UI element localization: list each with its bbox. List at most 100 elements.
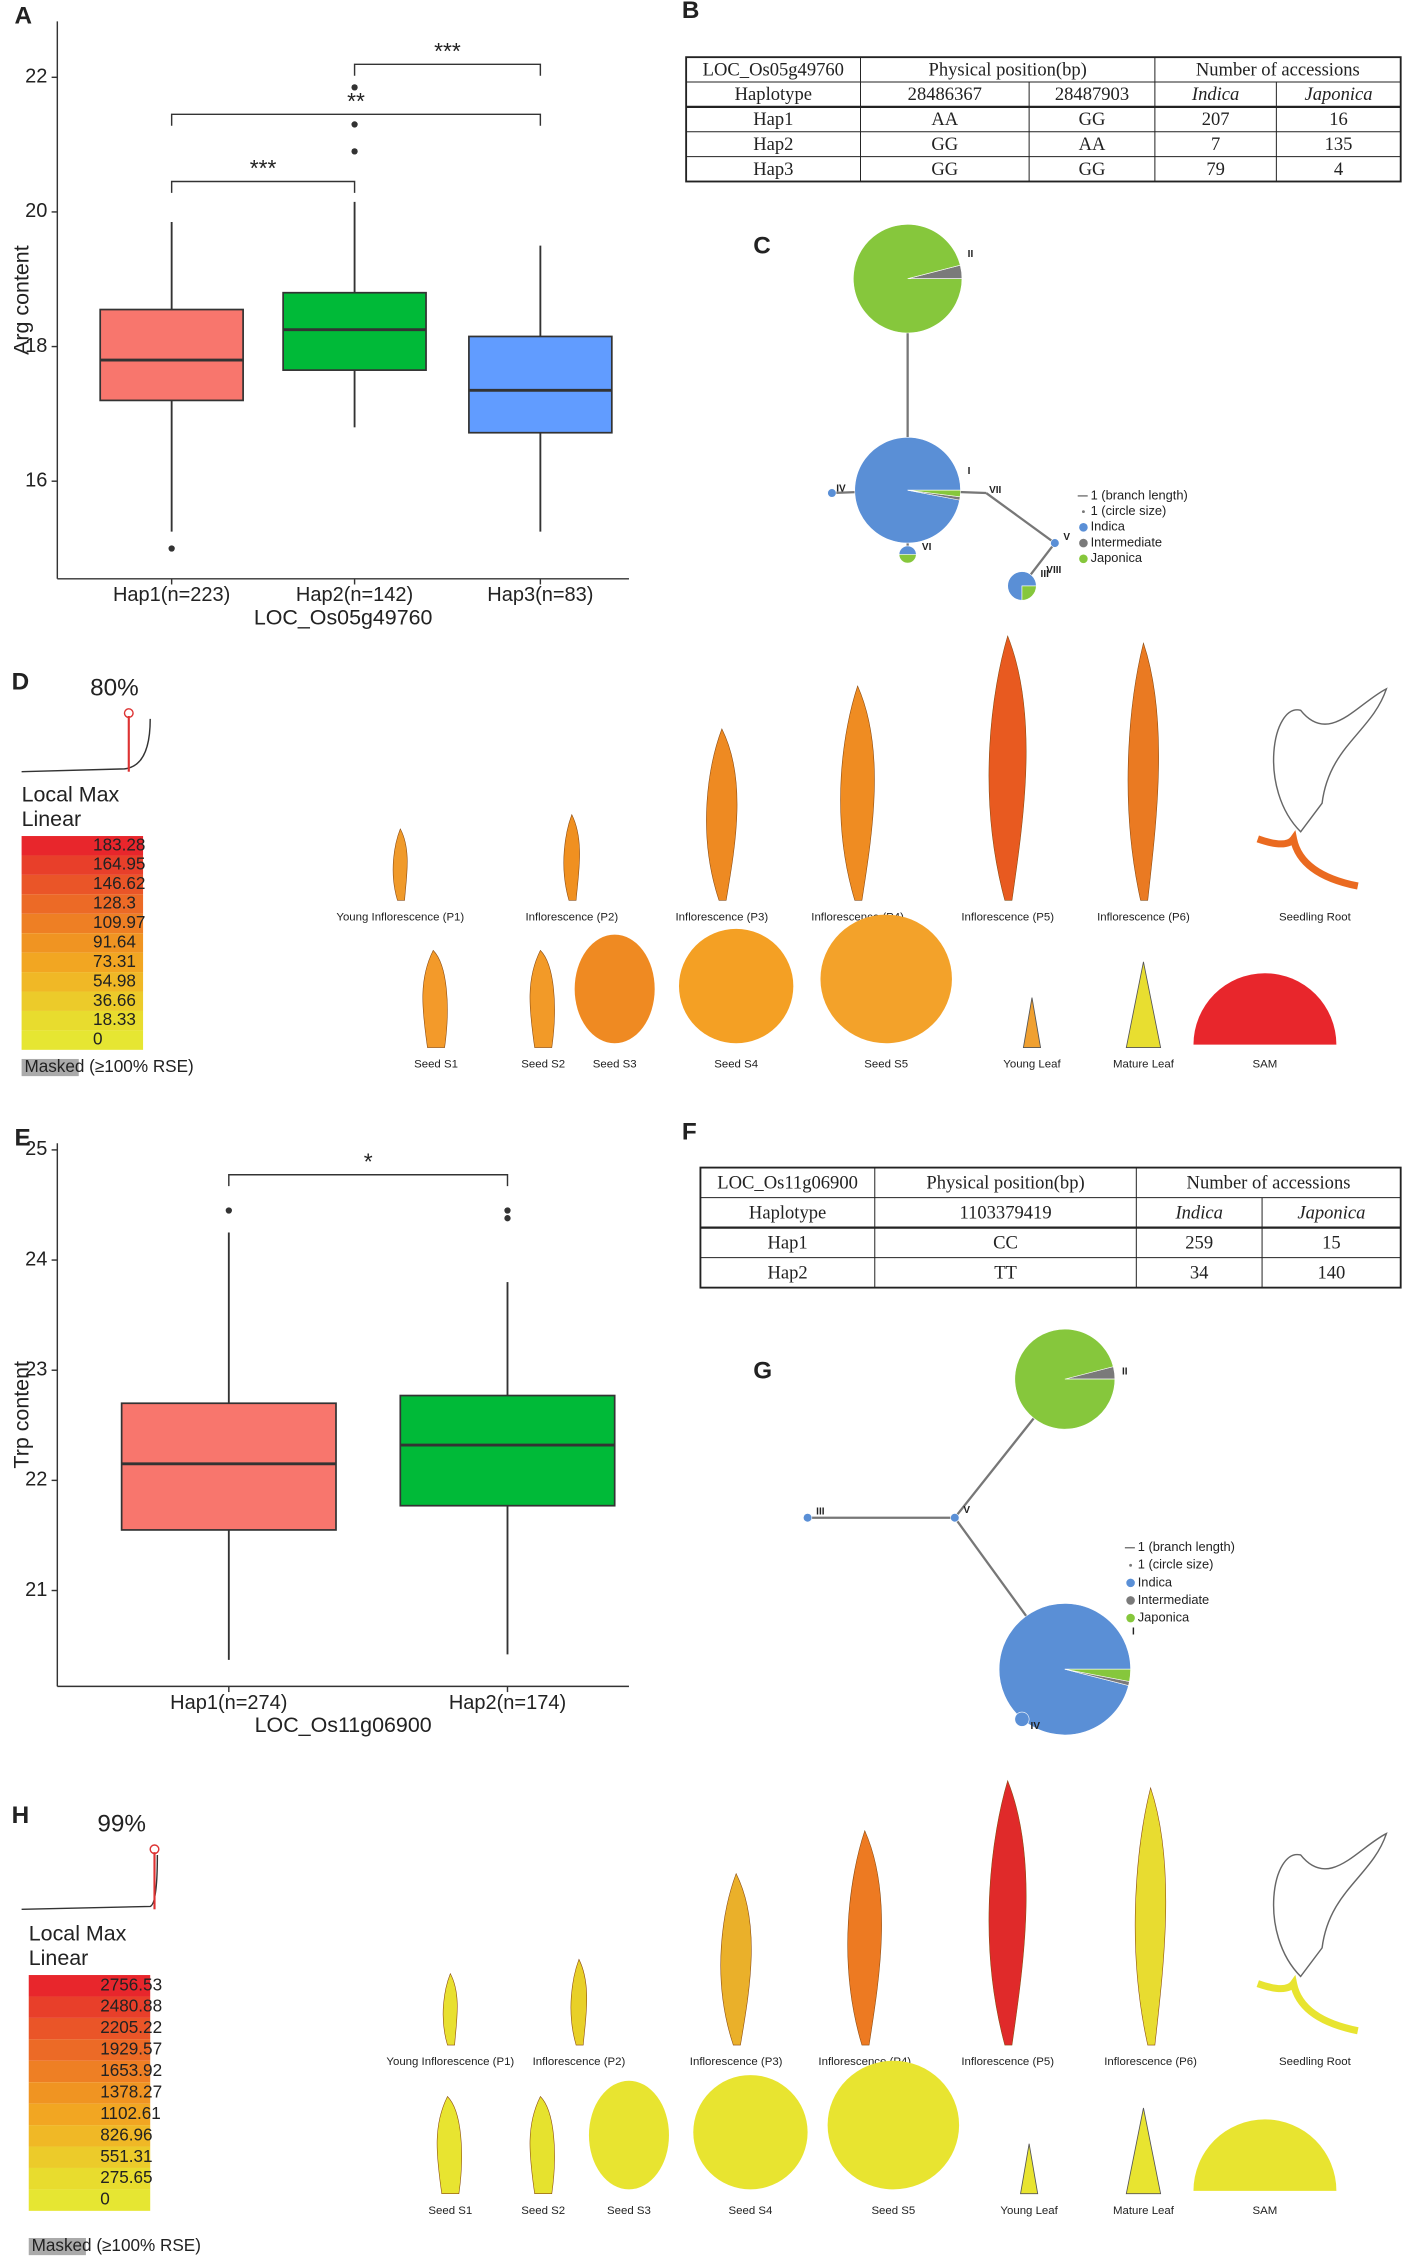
label: Inflorescence (P5) xyxy=(961,2056,1054,2068)
tissue xyxy=(392,828,408,901)
scale-box xyxy=(21,1030,144,1050)
tissue xyxy=(706,728,738,901)
label: 91.64 xyxy=(93,931,136,951)
label: Seedling Root xyxy=(1279,912,1352,924)
scale-box xyxy=(28,2103,151,2126)
label: Japonica xyxy=(1305,84,1373,105)
box xyxy=(120,1402,337,1531)
label: Hap3 xyxy=(753,159,793,180)
label: AA xyxy=(931,109,958,130)
label: 1653.92 xyxy=(100,2060,162,2080)
label: 28486367 xyxy=(908,84,982,105)
pie-slice xyxy=(898,545,917,555)
table-frame xyxy=(685,56,1402,183)
label: Inflorescence (P2) xyxy=(533,2056,626,2068)
outlier xyxy=(351,121,358,128)
label: 99% xyxy=(97,1810,146,1837)
scale-box xyxy=(28,2039,151,2061)
scale-box xyxy=(28,2017,151,2040)
tissue xyxy=(693,2075,808,2190)
label: Japonica xyxy=(1297,1202,1365,1223)
bracket xyxy=(170,180,356,193)
scale-box xyxy=(28,2060,151,2083)
tissue xyxy=(563,813,580,901)
pie-slice xyxy=(1021,585,1037,601)
scale-box xyxy=(28,2189,151,2211)
pie-slice xyxy=(1050,538,1060,548)
label: F xyxy=(682,1119,697,1146)
label: 183.28 xyxy=(93,834,145,854)
label: 23 xyxy=(25,1358,47,1380)
legend-key xyxy=(1079,538,1088,548)
scale-box xyxy=(21,1010,144,1031)
label: II xyxy=(968,249,974,260)
scale-box xyxy=(28,2237,86,2256)
label: III xyxy=(816,1507,825,1518)
label: Mature Leaf xyxy=(1113,1059,1175,1071)
label: IV xyxy=(1031,1721,1041,1732)
label: CC xyxy=(993,1232,1018,1253)
box xyxy=(399,1394,616,1507)
scale-box xyxy=(28,2146,151,2168)
label: VII xyxy=(989,485,1001,496)
label: 259 xyxy=(1185,1232,1213,1253)
label: *** xyxy=(250,155,277,181)
label: Inflorescence (P4) xyxy=(811,912,904,924)
label: Intermediate xyxy=(1138,1592,1209,1607)
pie-slice xyxy=(1014,1328,1116,1430)
label: 1 (branch length) xyxy=(1091,487,1188,502)
label: Number of accessions xyxy=(1187,1172,1351,1193)
label: Inflorescence (P5) xyxy=(961,912,1054,924)
label: 7 xyxy=(1211,134,1220,155)
label: 54.98 xyxy=(93,970,136,990)
label: III xyxy=(1041,569,1050,580)
label: 4 xyxy=(1334,159,1343,180)
pie-slice xyxy=(827,488,837,498)
label: Inflorescence (P3) xyxy=(676,912,769,924)
label: Hap1(n=274) xyxy=(170,1692,287,1714)
label: Indica xyxy=(1091,519,1126,534)
label: 1929.57 xyxy=(100,2039,162,2059)
tissue xyxy=(678,928,794,1044)
label: 15 xyxy=(1322,1232,1341,1253)
scale-box xyxy=(21,855,144,875)
scale-box xyxy=(21,991,144,1011)
label: 1 (circle size) xyxy=(1091,503,1167,518)
label: Japonica xyxy=(1138,1609,1190,1624)
label: Seed S3 xyxy=(607,2205,651,2217)
outlier xyxy=(504,1207,511,1214)
legend-key xyxy=(1126,1596,1135,1605)
label: Young Inflorescence (P1) xyxy=(386,2056,514,2068)
box xyxy=(99,308,244,402)
scale-box xyxy=(21,933,144,953)
label: 36.66 xyxy=(93,990,136,1010)
pie-slice xyxy=(853,224,963,334)
label: Hap1 xyxy=(767,1232,807,1253)
label: Inflorescence (P6) xyxy=(1104,2056,1197,2068)
label: Local Max xyxy=(22,783,120,807)
tissue xyxy=(442,1972,458,2046)
scale-box xyxy=(21,874,144,895)
label: 18 xyxy=(25,335,47,357)
label: 164.95 xyxy=(93,854,145,874)
scale-box xyxy=(28,2082,151,2104)
label: Physical position(bp) xyxy=(929,59,1087,80)
tissue-outline xyxy=(1272,1832,1388,1978)
label: ** xyxy=(347,88,365,114)
label: Hap2 xyxy=(767,1262,807,1283)
label: Inflorescence (P6) xyxy=(1097,912,1190,924)
label: C xyxy=(753,233,771,260)
label: 2480.88 xyxy=(100,1996,162,2016)
label: 0 xyxy=(100,2189,110,2209)
label: Seed S5 xyxy=(871,2205,915,2217)
label: VI xyxy=(922,542,932,553)
pie-slice xyxy=(1007,571,1037,601)
tissue xyxy=(988,635,1027,901)
label: 146.62 xyxy=(93,873,145,893)
label: Linear xyxy=(29,1946,89,1970)
label: Local Max xyxy=(29,1922,127,1946)
bracket xyxy=(228,1174,509,1187)
label: Hap1 xyxy=(753,109,793,130)
pie-slice xyxy=(907,489,961,498)
